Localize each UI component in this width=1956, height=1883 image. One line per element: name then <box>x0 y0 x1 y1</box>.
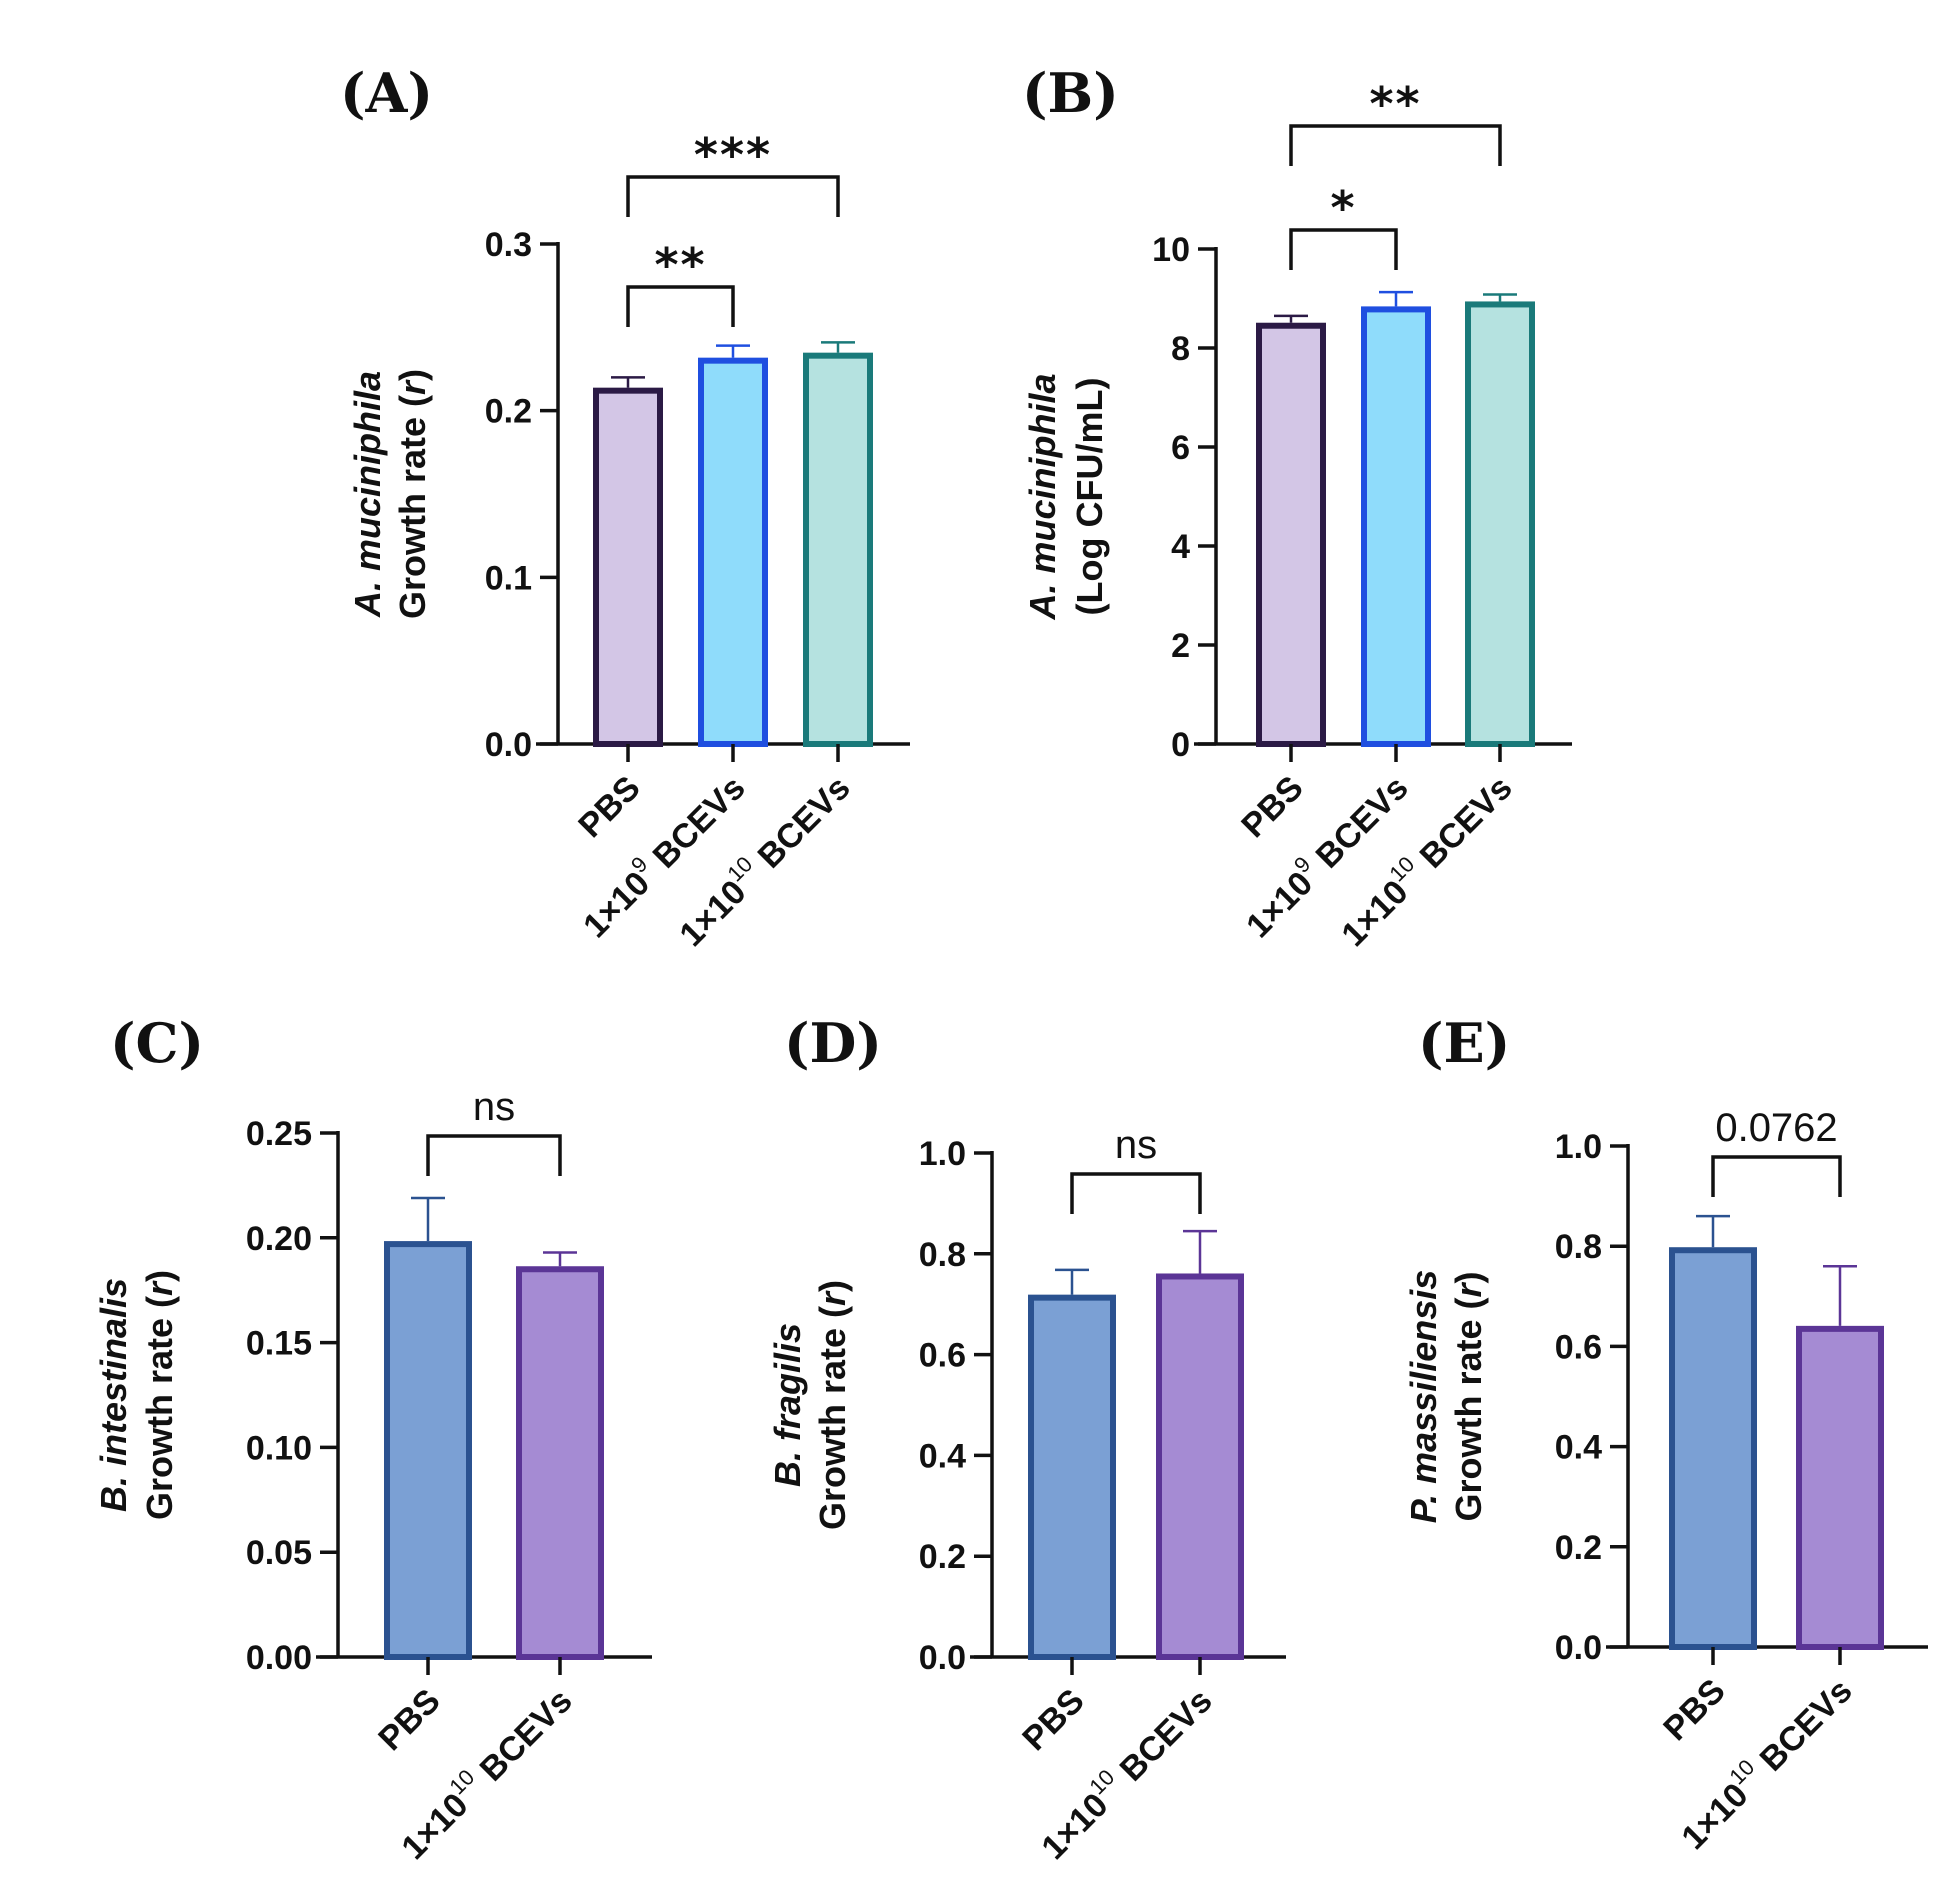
y-tick-label: 0.05 <box>246 1534 312 1572</box>
y-axis-label-measure: Growth rate (r) <box>392 369 433 619</box>
x-category-label: PBS <box>571 769 647 845</box>
y-axis-label-species: B. fragilis <box>767 1323 808 1487</box>
y-tick-label: 0.0 <box>485 726 532 764</box>
y-axis-label-species: A. muciniphila <box>347 371 388 618</box>
chart-panel-e: (E) 0.0 0.2 0.4 0.6 0.8 1.0 P. massiliensis Grow… <box>1403 1011 1928 1857</box>
y-tick-label: 0.25 <box>246 1115 312 1153</box>
significance-label: ns <box>473 1085 515 1129</box>
y-tick-label: 0.20 <box>246 1220 312 1258</box>
bar <box>384 1241 472 1660</box>
bar <box>1028 1294 1116 1660</box>
y-tick-label: 0.0 <box>1555 1629 1602 1667</box>
y-tick-label: 0.2 <box>1555 1529 1602 1567</box>
y-tick-label: 1.0 <box>919 1135 966 1173</box>
significance-bracket <box>1289 228 1398 270</box>
y-tick-label: 0.8 <box>919 1236 966 1274</box>
significance-label: ** <box>654 238 706 292</box>
y-tick-label: 0.2 <box>919 1538 966 1576</box>
x-category-label: PBS <box>371 1682 447 1758</box>
chart-panel-a: (A) 0.0 0.1 0.2 0.3 A. muciniphila Growth rate… <box>340 61 910 954</box>
x-category-label: 1×1010 BCEVs <box>1330 765 1519 954</box>
y-tick-label: 0.4 <box>919 1437 966 1475</box>
y-axis-label-measure: Growth rate (r) <box>139 1270 180 1520</box>
bar <box>593 387 663 747</box>
significance-bracket <box>1711 1155 1842 1197</box>
significance-label: ns <box>1115 1123 1157 1167</box>
y-tick-label: 10 <box>1152 231 1190 269</box>
panel-label: (B) <box>1022 61 1119 125</box>
x-category-label: PBS <box>1234 769 1310 845</box>
x-category-label: PBS <box>1656 1672 1732 1748</box>
y-tick-label: 0.10 <box>246 1429 312 1467</box>
bar <box>1256 322 1326 747</box>
significance-bracket <box>626 285 735 327</box>
y-tick-label: 0.00 <box>246 1639 312 1677</box>
y-tick-label: 0.6 <box>1555 1328 1602 1366</box>
y-axis-label-measure: Growth rate (r) <box>812 1280 853 1530</box>
y-tick-label: 0.8 <box>1555 1228 1602 1266</box>
x-category-label: 1×1010 BCEVs <box>668 765 857 954</box>
chart-panel-c: (C) 0.00 0.05 0.10 0.15 0.20 0.25 B. intestinal… <box>93 1011 652 1867</box>
significance-bracket <box>1289 124 1502 166</box>
y-tick-label: 0.0 <box>919 1639 966 1677</box>
panel-label: (C) <box>110 1011 204 1075</box>
y-tick-label: 0.4 <box>1555 1429 1602 1467</box>
y-tick-label: 0.6 <box>919 1337 966 1375</box>
y-axis-label-measure: Growth rate (r) <box>1448 1271 1489 1521</box>
bar <box>1361 306 1431 747</box>
significance-label: *** <box>694 128 772 182</box>
y-axis-label-measure: (Log CFU/mL) <box>1069 378 1110 616</box>
y-tick-label: 0 <box>1171 726 1190 764</box>
y-axis-label-species: P. massiliensis <box>1403 1270 1444 1524</box>
bar <box>1796 1325 1884 1650</box>
y-tick-label: 6 <box>1171 429 1190 467</box>
significance-label: 0.0762 <box>1715 1106 1837 1150</box>
y-tick-label: 0.3 <box>485 226 532 264</box>
significance-bracket <box>626 175 840 217</box>
panel-label: (E) <box>1418 1011 1510 1075</box>
y-tick-label: 1.0 <box>1555 1128 1602 1166</box>
bar <box>698 357 768 747</box>
bar <box>516 1266 604 1660</box>
significance-bracket <box>1070 1172 1202 1214</box>
significance-bracket <box>426 1134 562 1176</box>
y-tick-label: 0.2 <box>485 393 532 431</box>
panel-label: (A) <box>340 61 433 125</box>
bar <box>803 352 873 747</box>
significance-label: ** <box>1369 77 1421 131</box>
significance-label: * <box>1330 181 1356 235</box>
y-axis-label-species: B. intestinalis <box>93 1278 134 1512</box>
chart-panel-b: (B) 0 2 4 6 8 10 A. muciniphila (Log CFU/mL) PBS 1… <box>1022 61 1572 954</box>
y-tick-label: 4 <box>1171 528 1190 566</box>
bar <box>1465 301 1535 747</box>
y-tick-label: 8 <box>1171 330 1190 368</box>
chart-panel-d: (D) 0.0 0.2 0.4 0.6 0.8 1.0 B. fragilis Growth r… <box>767 1011 1286 1867</box>
bar <box>1669 1247 1757 1650</box>
y-tick-label: 0.1 <box>485 559 532 597</box>
panel-label: (D) <box>784 1011 882 1075</box>
x-category-label: PBS <box>1015 1682 1091 1758</box>
y-tick-label: 0.15 <box>246 1325 312 1363</box>
y-tick-label: 2 <box>1171 627 1190 665</box>
bar <box>1156 1273 1244 1660</box>
y-axis-label-species: A. muciniphila <box>1022 373 1063 620</box>
